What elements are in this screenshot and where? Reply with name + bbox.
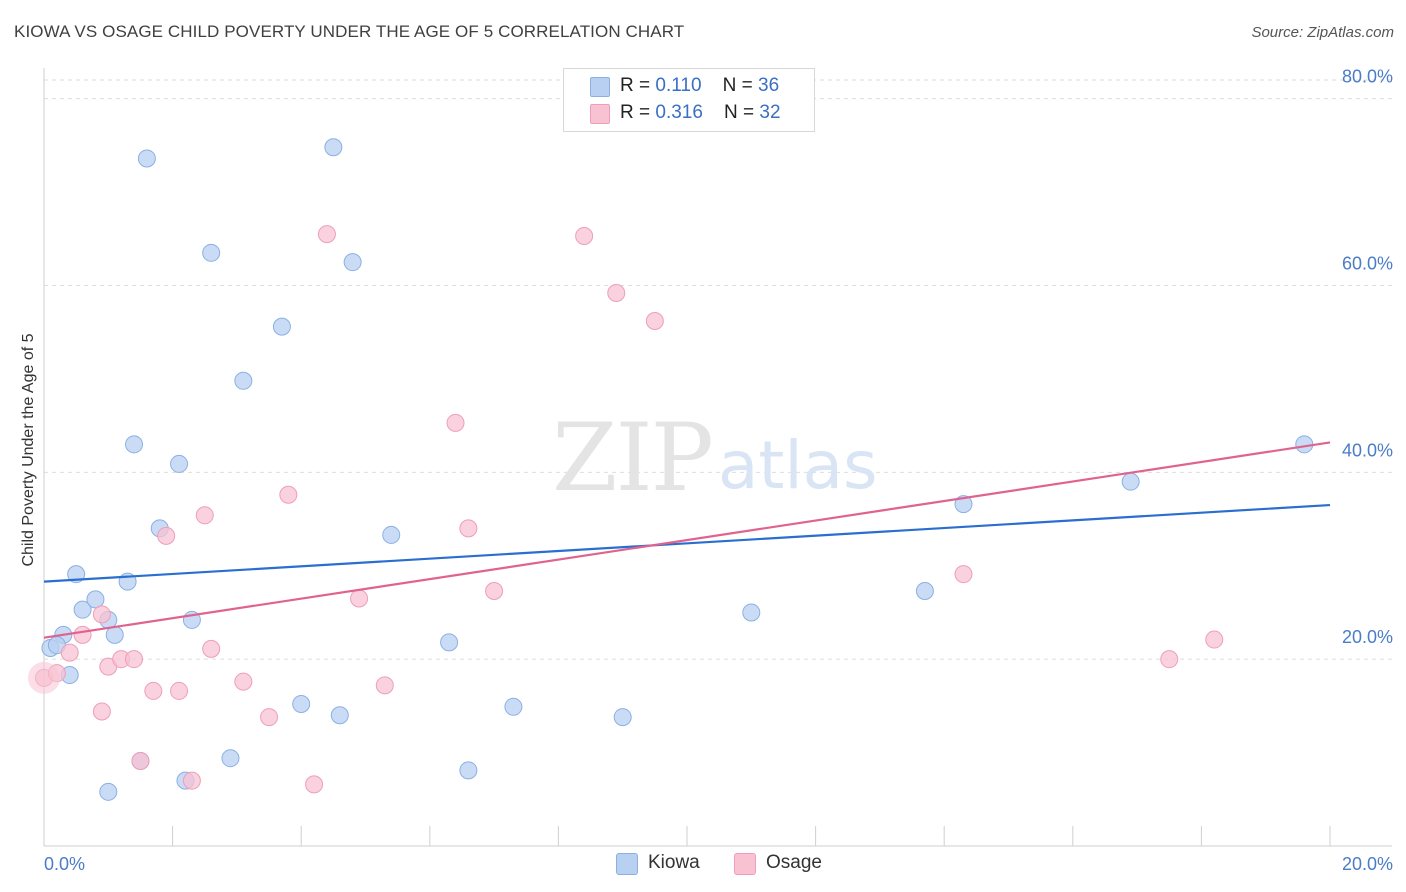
kiowa-point [459,761,478,780]
kiowa-r-label: R = [620,75,656,96]
osage-point [125,650,144,669]
osage-point [182,771,201,790]
tick-labels: 20.0% 40.0% 60.0% 80.0% 0.0% 20.0% [44,67,1393,874]
kiowa-point [742,603,761,622]
osage-n-label: N = [724,102,760,123]
kiowa-point [330,706,349,725]
osage-point [157,526,176,545]
kiowa-point [1121,472,1140,491]
osage-point [202,639,221,658]
legend-kiowa-swatch [616,853,638,875]
y-tick-label: 40.0% [1342,440,1393,460]
kiowa-point [221,749,240,768]
kiowa-swatch [590,77,610,97]
osage-point [954,565,973,584]
kiowa-point [613,708,632,727]
x-tick-label: 20.0% [1342,854,1393,874]
grid-lines [44,79,1392,660]
osage-point [144,681,163,700]
osage-point [459,519,478,538]
watermark-atlas: atlas [718,427,878,504]
watermark-zip: ZIP [552,404,712,513]
osage-point [170,681,189,700]
osage-point [305,775,324,794]
osage-point [131,751,150,770]
kiowa-point [272,317,291,336]
osage-point [195,506,214,525]
kiowa-n-value: 36 [758,75,780,96]
watermark: ZIP atlas [552,404,877,513]
kiowa-point [292,695,311,714]
osage-point [375,676,394,695]
osage-point [1205,630,1224,649]
kiowa-point [125,435,144,454]
kiowa-point [1295,435,1314,454]
kiowa-point [73,600,92,619]
osage-point [485,581,504,600]
y-tick-label: 80.0% [1342,67,1393,87]
osage-point [92,702,111,721]
osage-point [234,672,253,691]
kiowa-point [86,590,105,609]
kiowa-point [234,371,253,390]
x-tick-label: 0.0% [44,854,85,874]
osage-point [645,312,664,331]
kiowa-point [954,495,973,514]
osage-points [28,225,1224,794]
legend-kiowa-label: Kiowa [648,852,700,873]
legend-series: Kiowa Osage [0,852,1406,878]
kiowa-r-value: 0.110 [655,75,702,96]
osage-point [350,589,369,608]
kiowa-point [343,253,362,272]
osage-trend-line [43,441,1331,639]
osage-point [60,643,79,662]
osage-point [73,625,92,644]
y-tick-label: 20.0% [1342,627,1393,647]
y-tick-label: 60.0% [1342,254,1393,274]
osage-swatch [590,104,610,124]
source-label: Source: ZipAtlas.com [1251,24,1394,41]
kiowa-point [382,525,401,544]
kiowa-point [504,697,523,716]
trend-lines [43,441,1331,639]
osage-point [279,485,298,504]
osage-point-large [28,661,60,694]
kiowa-n-label: N = [722,75,759,96]
osage-point [317,225,336,244]
kiowa-point [170,454,189,473]
osage-point [607,283,626,302]
axes [43,68,1392,847]
osage-point [1160,650,1179,669]
kiowa-point [324,138,343,157]
osage-r-value: 0.316 [655,102,703,123]
osage-point [260,708,279,727]
kiowa-point [99,782,118,801]
osage-point [446,413,465,432]
osage-point [92,605,111,624]
kiowa-point [202,243,221,262]
chart-title: KIOWA VS OSAGE CHILD POVERTY UNDER THE A… [14,22,685,41]
osage-r-label: R = [620,102,656,123]
legend-osage-swatch [734,853,756,875]
kiowa-point [440,633,459,652]
kiowa-trend-line [43,503,1331,583]
osage-n-value: 32 [759,102,781,123]
kiowa-point [915,581,934,600]
kiowa-point [137,149,156,168]
osage-point [575,227,594,246]
legend-stats: R = 0.110 N = 36 R = 0.316 N = 32 [563,68,815,132]
legend-osage-label: Osage [766,852,822,873]
